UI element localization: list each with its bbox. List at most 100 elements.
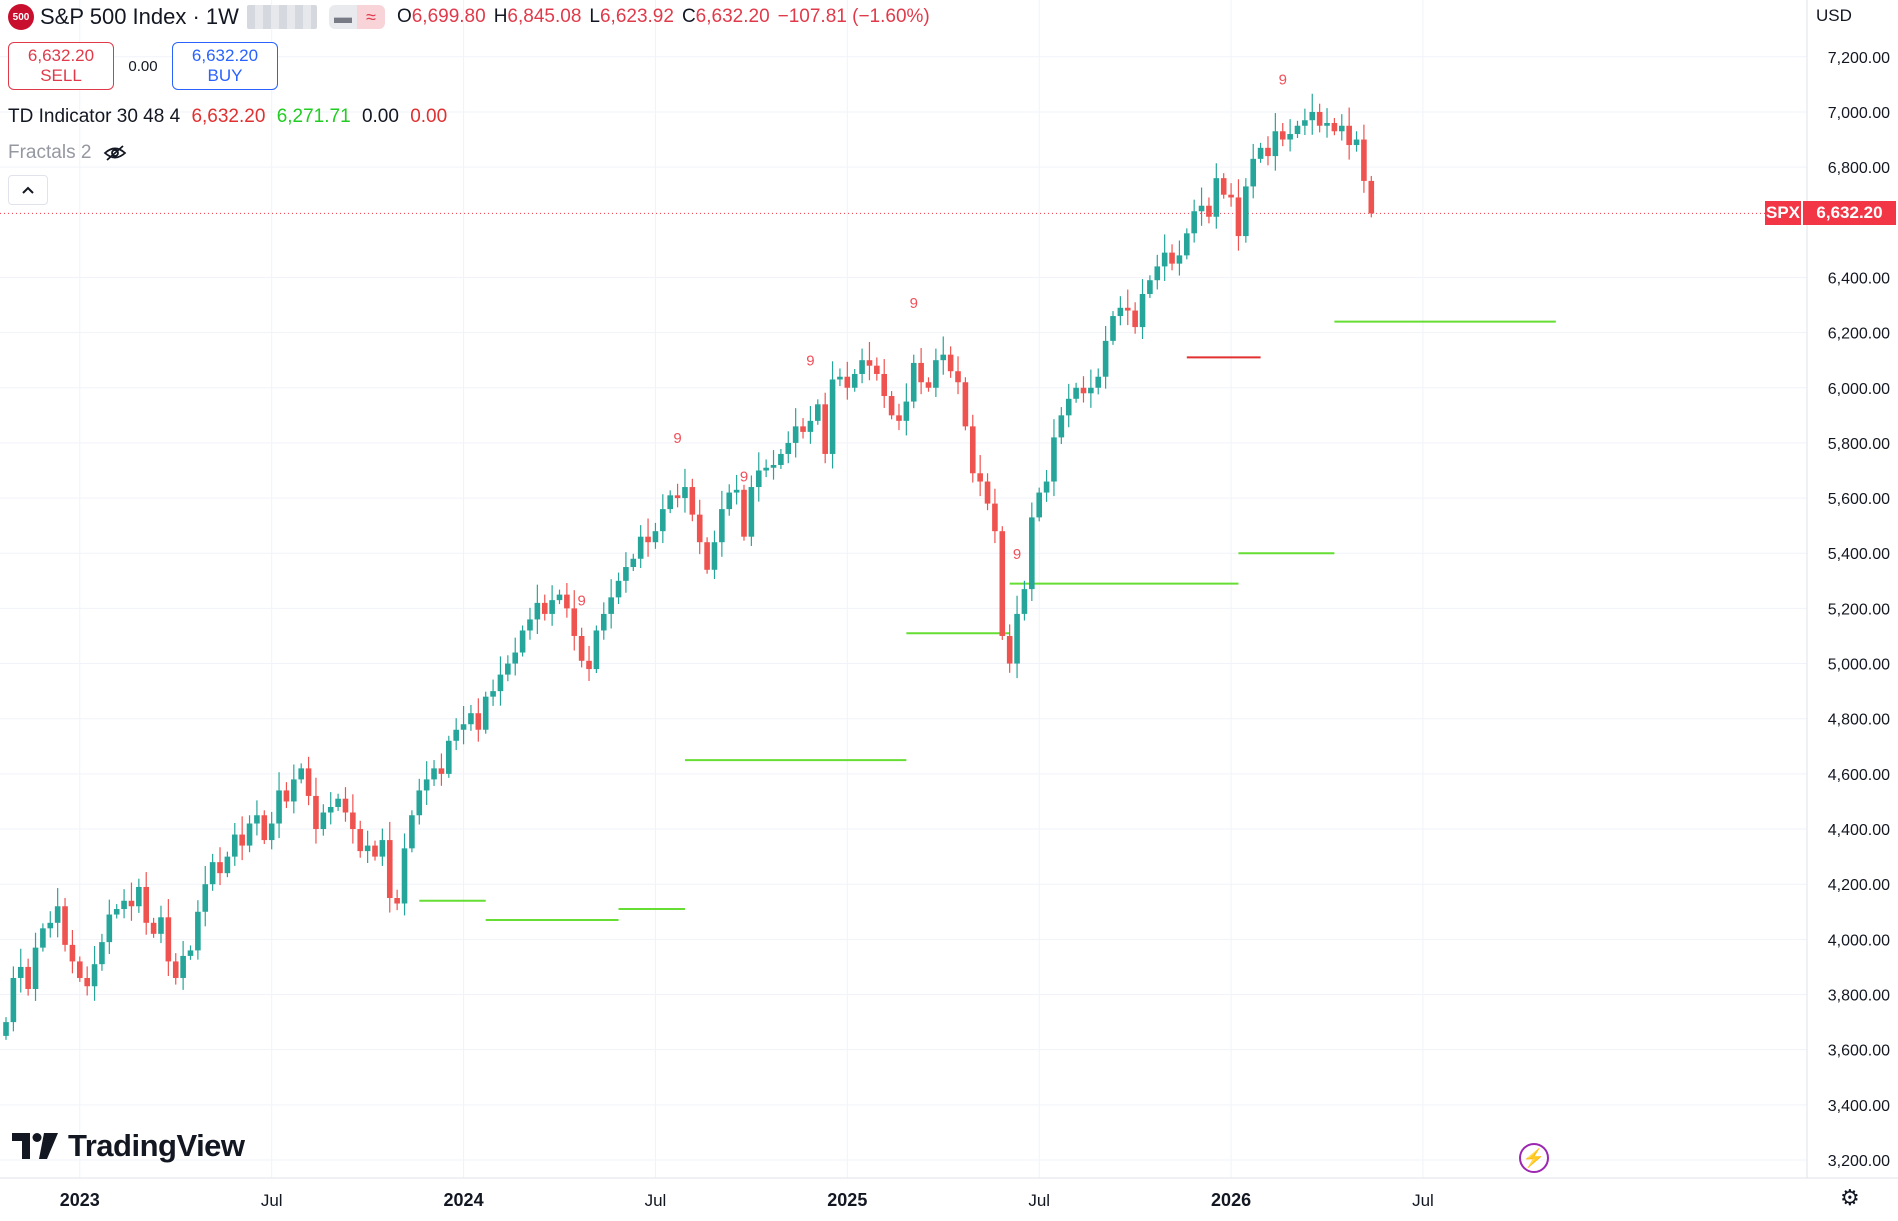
candle-body [815, 404, 821, 421]
candle-body [1309, 111, 1316, 121]
candle-body [1154, 266, 1161, 281]
currency-selector[interactable]: USD [1816, 6, 1852, 25]
buy-button[interactable]: 6,632.20 BUY [172, 42, 278, 90]
minus-icon[interactable]: ▬ [328, 5, 357, 29]
candle [475, 698, 482, 742]
candle-body [1036, 492, 1042, 518]
td-value-2: 6,271.71 [276, 106, 351, 127]
time-tick-label: Jul [1412, 1191, 1434, 1210]
candle-body [180, 955, 186, 978]
candle [704, 537, 710, 574]
candle [1302, 108, 1308, 136]
candle-body [1051, 437, 1057, 482]
candle [940, 336, 947, 375]
candle-body [896, 415, 902, 421]
candle-body [1206, 205, 1212, 217]
eye-hidden-icon[interactable] [103, 144, 127, 162]
candle [896, 403, 902, 431]
candle [667, 490, 673, 514]
candle [785, 431, 792, 464]
candle [1338, 114, 1345, 141]
td9-marker: 9 [1013, 546, 1021, 563]
price-tick-label: 4,600.00 [1828, 767, 1890, 784]
candle-body [1220, 178, 1227, 195]
candle [1316, 103, 1323, 133]
sell-button[interactable]: 6,632.20 SELL [8, 42, 114, 90]
candle [674, 483, 681, 508]
chart-grid [0, 0, 1807, 1178]
approx-icon[interactable]: ≈ [356, 5, 385, 29]
candle [180, 941, 186, 990]
candle [1161, 234, 1168, 281]
lightning-icon[interactable]: ⚡ [1519, 1143, 1549, 1173]
candle-body [910, 362, 917, 402]
gear-icon[interactable]: ⚙ [1840, 1185, 1860, 1210]
open-value: 6,699.80 [411, 6, 486, 27]
candle-body [748, 487, 755, 537]
candle-body [837, 376, 843, 380]
candle [1287, 119, 1293, 152]
candle-body [947, 354, 954, 372]
candle-body [541, 602, 548, 614]
symbol-title[interactable]: S&P 500 Index · 1W [40, 4, 239, 29]
status-pill[interactable]: ▬ ≈ [328, 5, 385, 29]
candle [165, 899, 172, 976]
candle [231, 822, 238, 866]
candle-body [999, 531, 1006, 636]
candle [600, 602, 607, 640]
candle [335, 793, 341, 811]
candle-body [969, 426, 976, 474]
candle [394, 889, 400, 911]
candle [490, 679, 496, 706]
candle [1124, 289, 1131, 326]
candle [519, 625, 526, 657]
candle [999, 526, 1006, 640]
candle [564, 583, 570, 618]
td9-marker: 9 [673, 430, 681, 447]
redacted-exchange [246, 5, 317, 29]
candle [350, 794, 356, 844]
candle [47, 911, 54, 938]
fractals-legend[interactable]: Fractals 2 [8, 142, 127, 164]
time-tick-label: 2024 [444, 1190, 484, 1210]
candle [933, 348, 939, 398]
candle [3, 1017, 9, 1040]
candle [283, 782, 290, 809]
candle-body [77, 961, 83, 978]
price-axis: 3,200.00 3,400.00 3,600.00 3,800.00 4,000.00… [1828, 50, 1890, 1170]
candle [25, 958, 31, 996]
candle [1361, 124, 1367, 193]
candle-body [1279, 131, 1286, 140]
candle-body [1124, 307, 1131, 311]
candle [246, 815, 253, 853]
open-label: O [396, 6, 412, 27]
candle-body [143, 886, 150, 923]
tradingview-brand[interactable]: TradingView [12, 1128, 245, 1164]
candle [689, 478, 696, 522]
candle [217, 847, 223, 886]
price-tick-label: 7,000.00 [1828, 105, 1890, 122]
collapse-legend-button[interactable] [8, 175, 48, 205]
candle [1073, 382, 1079, 403]
candle-body [342, 798, 349, 813]
candle-body [1058, 415, 1065, 438]
candle-body [482, 696, 489, 730]
candle [549, 585, 555, 626]
candle [741, 484, 747, 541]
candle-body [1006, 635, 1013, 664]
candle-body [3, 1022, 9, 1036]
candle [815, 399, 821, 425]
candle [276, 772, 282, 839]
candle-body [519, 630, 526, 653]
td-indicator-legend[interactable]: TD Indicator 30 48 4 6,632.20 6,271.71 0… [8, 106, 447, 128]
candle-body [733, 489, 740, 493]
candle-body [239, 834, 245, 846]
candle-body [637, 536, 644, 559]
candle [446, 735, 452, 778]
candle-body [335, 798, 341, 807]
price-tick-label: 4,200.00 [1828, 877, 1890, 894]
spx-logo[interactable]: 500 [8, 4, 34, 30]
candle [431, 760, 437, 787]
price-tick-label: 5,600.00 [1828, 491, 1890, 508]
